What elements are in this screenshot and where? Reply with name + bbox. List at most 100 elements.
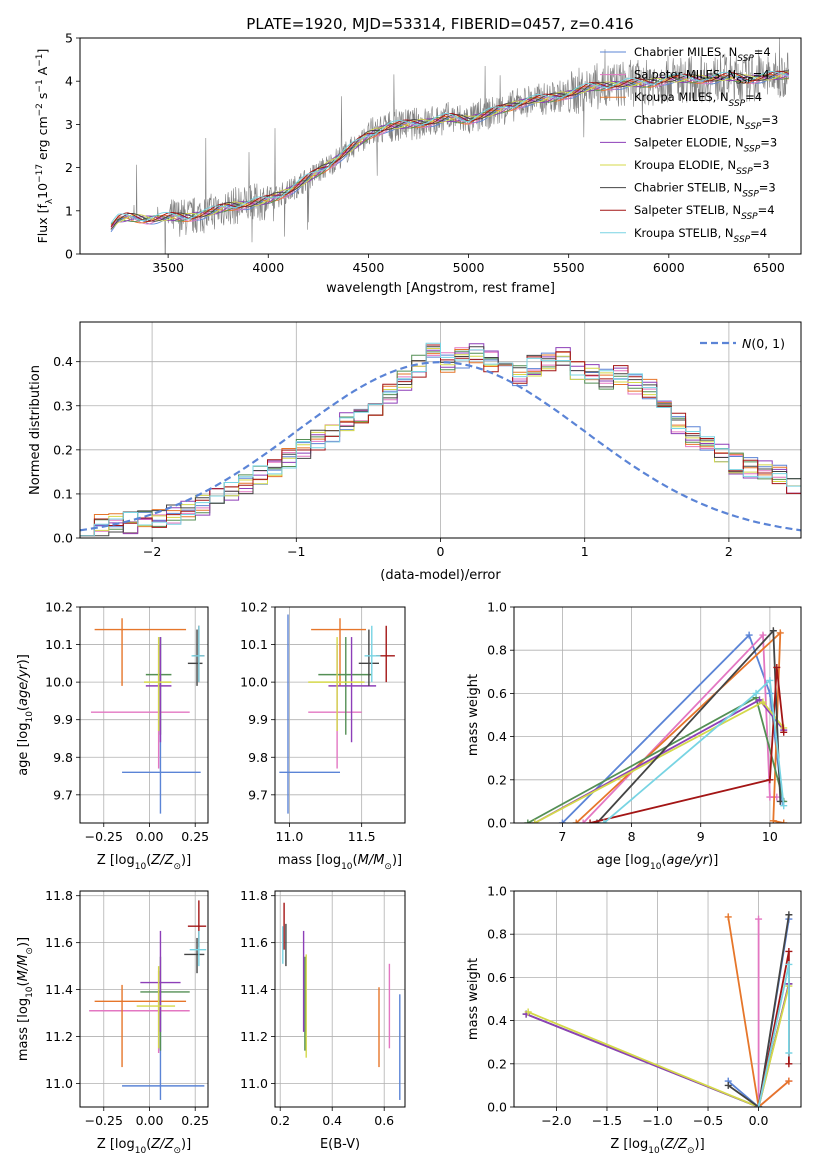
weight-line xyxy=(534,700,785,823)
plus-marker xyxy=(724,913,732,921)
axis-frame xyxy=(79,37,802,255)
chart-mass_vs_Z: −0.25 0.00 0.25 11.0 11.2 11.4 11.6 11.8 Z [log1… xyxy=(16,888,209,1156)
y-tick-label: 10.2 xyxy=(45,600,73,615)
y-tick-label: 0.1 xyxy=(53,486,73,501)
histogram-step xyxy=(80,344,801,537)
legend-label: Kroupa ELODIE, NSSP=3 xyxy=(634,158,770,177)
histogram-step xyxy=(80,346,801,537)
x-axis-label: (data-model)/error xyxy=(380,568,501,583)
axis-frame xyxy=(513,606,802,824)
weight-line xyxy=(527,696,785,823)
plot-area xyxy=(522,911,793,1107)
plus-marker xyxy=(759,631,767,639)
x-tick-label: 10 xyxy=(762,829,778,844)
errorbar-point xyxy=(358,629,379,686)
x-tick-label: 0.6 xyxy=(374,1113,394,1128)
y-tick-label: 11.4 xyxy=(45,982,73,997)
plus-marker xyxy=(586,819,594,823)
errorbar-point xyxy=(311,618,366,686)
plus-marker xyxy=(558,819,566,823)
x-tick-label: 0.25 xyxy=(181,829,209,844)
y-tick-label: 10.0 xyxy=(240,675,268,690)
y-tick-label: 11.2 xyxy=(240,1029,268,1044)
plus-marker xyxy=(785,911,793,919)
axis-frame xyxy=(79,890,209,1108)
x-tick-label: 9 xyxy=(697,829,705,844)
y-tick-label: 0 xyxy=(65,247,73,262)
plus-marker xyxy=(780,819,788,823)
x-tick-label: 11.0 xyxy=(276,829,304,844)
plot-area xyxy=(110,38,790,254)
x-tick-label: 11.5 xyxy=(348,829,376,844)
y-tick-label: 11.0 xyxy=(240,1076,268,1091)
legend-label: Salpeter ELODIE, NSSP=3 xyxy=(634,135,777,154)
plus-marker xyxy=(724,1081,732,1089)
x-tick-label: −0.5 xyxy=(693,1113,723,1128)
y-tick-label: 10.1 xyxy=(240,637,268,652)
x-tick-label: 0.2 xyxy=(270,1113,290,1128)
plot-area xyxy=(279,614,395,814)
x-tick-label: −1.5 xyxy=(592,1113,622,1128)
errorbar-point xyxy=(187,629,203,686)
y-tick-label: 11.6 xyxy=(45,935,73,950)
histogram-step xyxy=(80,342,801,537)
spectrum-data-line xyxy=(110,38,789,254)
y-tick-label: 11.8 xyxy=(45,888,73,903)
plus-marker xyxy=(572,819,580,823)
chart-residuals: −2 −1 0 1 2 0.0 0.1 0.2 0.3 0.4 N(0, 1) (data-model… xyxy=(28,321,802,583)
x-tick-label: −2 xyxy=(143,544,161,559)
x-tick-label: 0.4 xyxy=(322,1113,342,1128)
y-tick-label: 10.2 xyxy=(240,600,268,615)
errorbar-point xyxy=(279,614,340,814)
plus-marker xyxy=(745,631,753,639)
weight-line xyxy=(603,678,785,823)
legend-label: Chabrier ELODIE, NSSP=3 xyxy=(634,113,778,132)
gaussian-legend-label: N(0, 1) xyxy=(742,336,785,351)
y-tick-label: 0.2 xyxy=(53,442,73,457)
x-axis-label: Z [log10(Z/Z⊙)] xyxy=(97,853,191,872)
plot-area xyxy=(89,900,207,1100)
x-tick-label: 6500 xyxy=(753,260,785,275)
plus-marker xyxy=(776,629,784,637)
x-tick-label: −1.0 xyxy=(642,1113,672,1128)
y-tick-label: 10.1 xyxy=(45,637,73,652)
y-axis-label: mass [log10(M/M⊙)] xyxy=(16,937,35,1061)
y-tick-label: 0.2 xyxy=(487,772,507,787)
y-axis-label: age [log10(age/yr)] xyxy=(16,654,35,776)
y-tick-label: 0.8 xyxy=(487,927,507,942)
spectrum-legend: Chabrier MILES, NSSP=4 Salpeter MILES, NS… xyxy=(600,45,778,245)
errorbar-point xyxy=(328,637,377,743)
y-tick-label: 0.0 xyxy=(487,816,507,831)
y-tick-label: 5 xyxy=(65,31,73,46)
y-tick-label: 1.0 xyxy=(487,600,507,615)
errorbar-point xyxy=(308,637,365,731)
plus-marker xyxy=(752,689,760,697)
x-axis-label: Z [log10(Z/Z⊙)] xyxy=(97,1137,191,1156)
x-tick-label: 0 xyxy=(437,544,445,559)
plus-marker xyxy=(785,960,793,968)
model-line-chabrier-elodie xyxy=(110,74,789,225)
y-tick-label: 0.3 xyxy=(53,398,73,413)
y-tick-label: 11.8 xyxy=(240,888,268,903)
y-tick-label: 4 xyxy=(65,74,73,89)
x-tick-label: 3500 xyxy=(152,260,184,275)
legend-label: Salpeter MILES, NSSP=4 xyxy=(634,68,770,87)
legend-label: Kroupa MILES, NSSP=4 xyxy=(634,90,762,109)
y-axis-label: Flux [fλ10−17 erg cm−2 s−1 A−1] xyxy=(35,49,55,244)
y-axis-label: Normed distribution xyxy=(28,365,43,495)
plot-area xyxy=(524,627,788,823)
errorbar-point xyxy=(90,644,190,769)
x-axis-label: wavelength [Angstrom, rest frame] xyxy=(326,281,555,296)
chart-mass_vs_ebv: 0.2 0.4 0.6 11.0 11.2 11.4 11.6 11.8 E(B-V) xyxy=(240,888,406,1152)
chart-spectrum: 3500 4000 4500 5000 5500 6000 6500 0 1 2 3 4 5 Chabri… xyxy=(35,31,802,296)
histogram-step xyxy=(80,348,801,537)
y-tick-label: 0.2 xyxy=(487,1056,507,1071)
y-tick-label: 11.0 xyxy=(45,1076,73,1091)
plus-marker xyxy=(579,819,587,823)
errorbar-point xyxy=(191,625,205,683)
chart-weight_vs_age: 7 8 9 10 0.0 0.2 0.4 0.6 0.8 1.0 mass weight age [l… xyxy=(466,600,802,872)
plot-area xyxy=(80,342,801,537)
legend-label: Salpeter STELIB, NSSP=4 xyxy=(634,203,775,222)
errorbar-point xyxy=(376,625,395,683)
